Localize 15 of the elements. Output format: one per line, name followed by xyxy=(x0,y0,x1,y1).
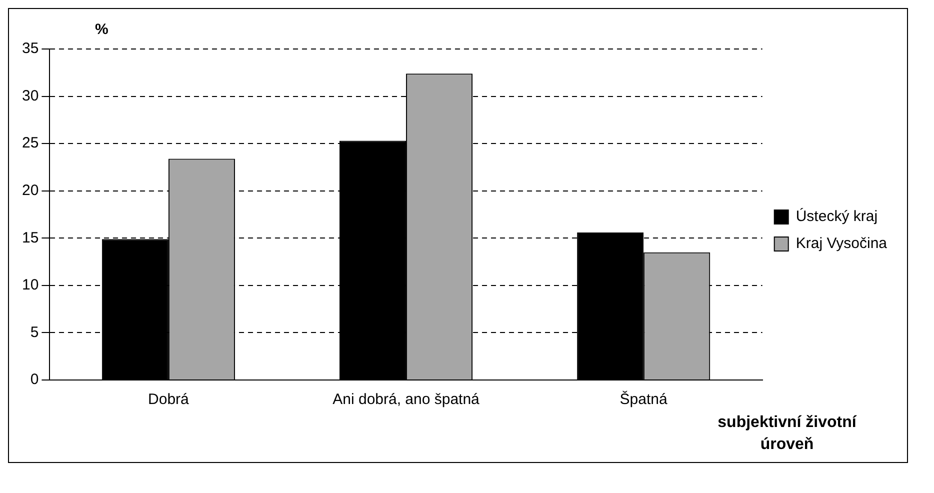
y-tick-label: 5 xyxy=(30,324,39,341)
y-tick-label: 10 xyxy=(22,276,39,294)
legend-label: Ústecký kraj xyxy=(796,207,878,226)
y-tick-label: 35 xyxy=(22,40,39,58)
x-tick-label: Ani dobrá, ano špatná xyxy=(332,391,480,408)
x-tick-label: Dobrá xyxy=(148,391,190,408)
y-tick-label: 20 xyxy=(22,182,39,199)
y-tick-label: 15 xyxy=(22,229,39,246)
legend-label: Kraj Vysočina xyxy=(796,235,888,252)
x-tick-label: Špatná xyxy=(620,390,668,408)
x-axis-title: subjektivní životní úroveň xyxy=(716,413,858,455)
y-tick-label: 30 xyxy=(22,87,39,104)
y-tick-label: 25 xyxy=(22,134,39,152)
y-tick-label: 0 xyxy=(30,371,39,388)
y-axis-title: % xyxy=(95,21,108,38)
